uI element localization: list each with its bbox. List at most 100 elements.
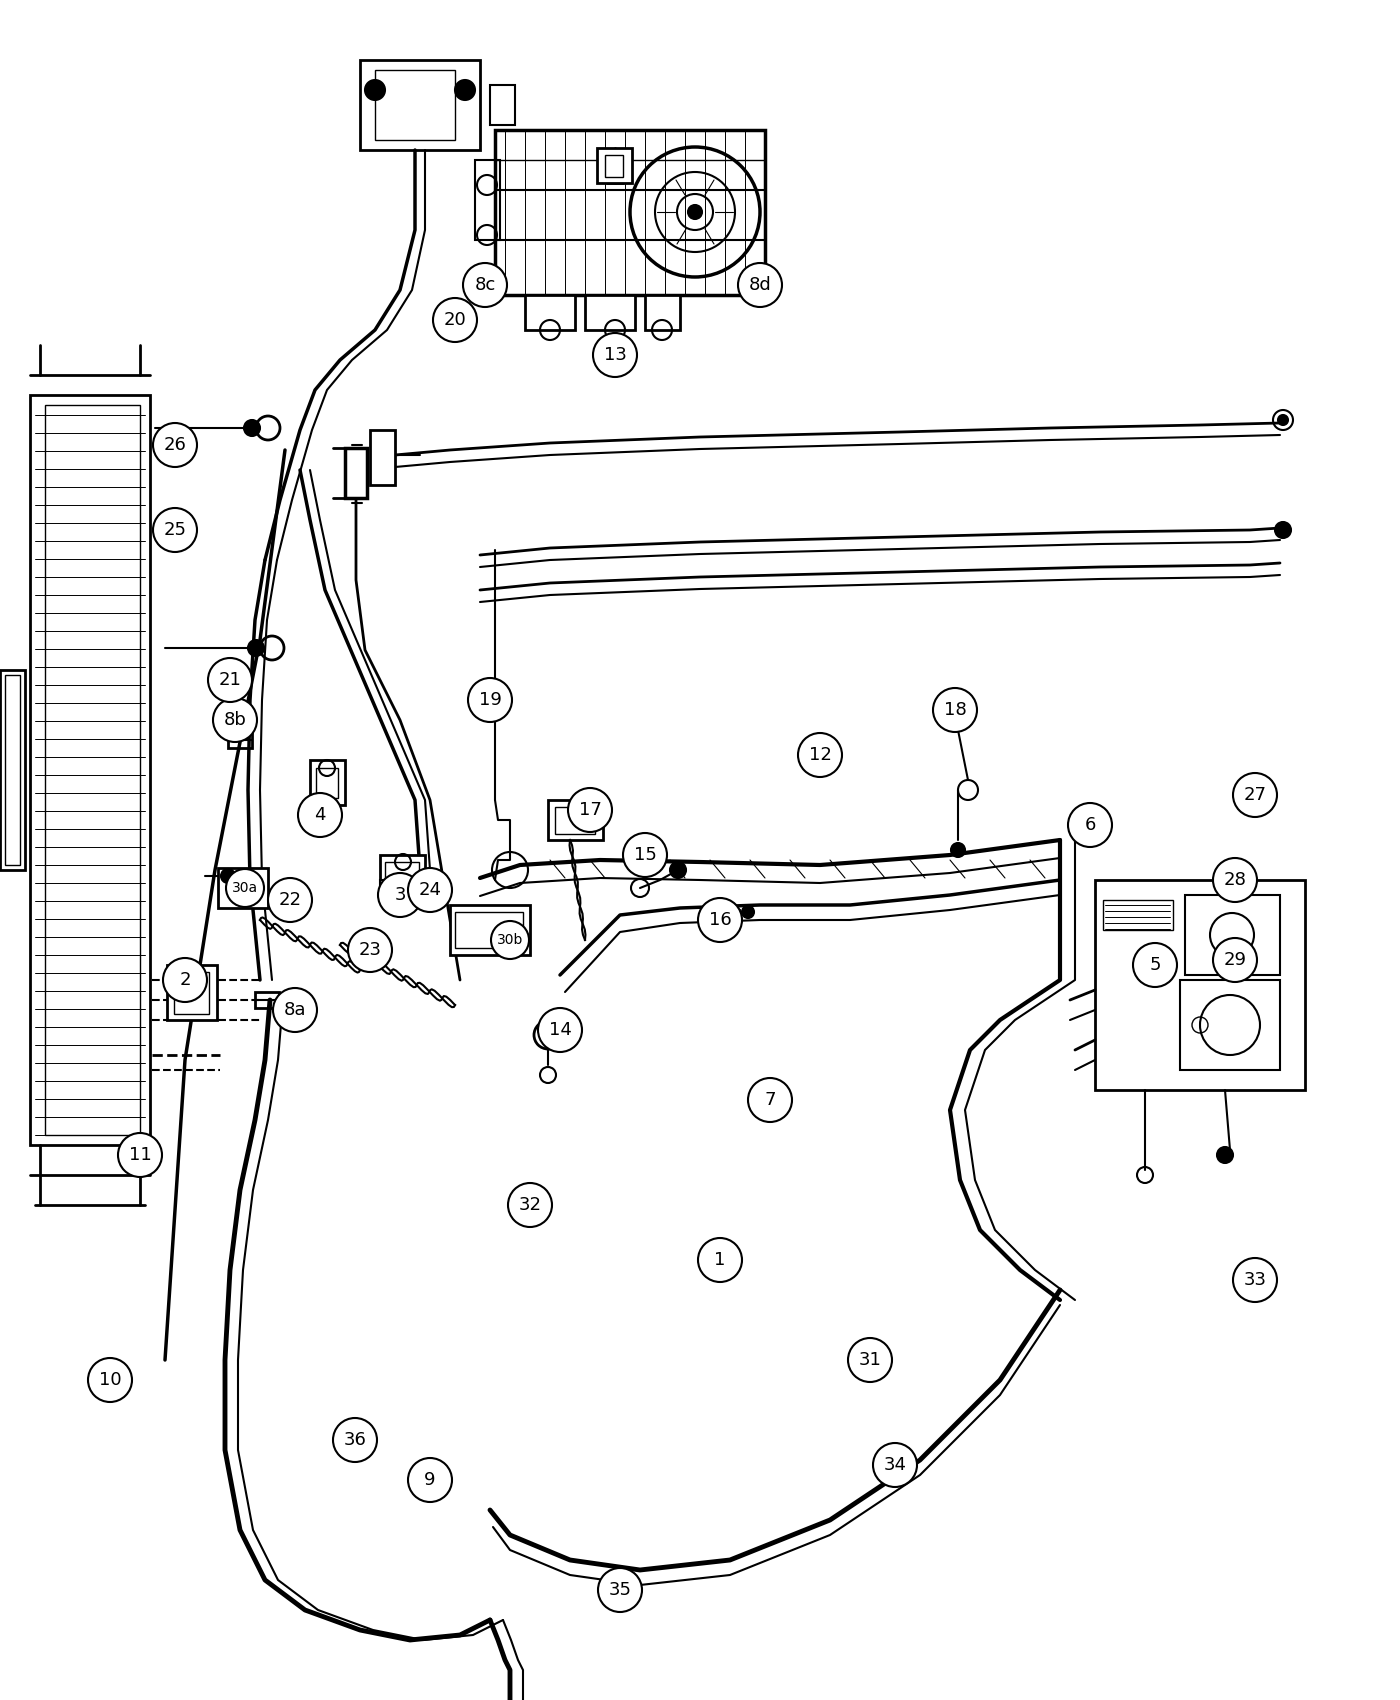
Text: 29: 29 xyxy=(1224,950,1246,969)
Circle shape xyxy=(118,1132,162,1176)
Text: 1: 1 xyxy=(714,1251,725,1268)
Circle shape xyxy=(1068,802,1112,847)
Bar xyxy=(255,993,279,1008)
Circle shape xyxy=(671,862,686,877)
Circle shape xyxy=(455,80,475,100)
Text: 15: 15 xyxy=(634,847,657,864)
Bar xyxy=(174,972,209,1013)
Text: 10: 10 xyxy=(98,1370,122,1389)
Circle shape xyxy=(687,206,701,219)
Text: 7: 7 xyxy=(764,1091,776,1108)
Circle shape xyxy=(244,420,260,435)
Bar xyxy=(370,430,395,484)
Circle shape xyxy=(273,988,316,1032)
Text: 19: 19 xyxy=(479,690,501,709)
Text: 8d: 8d xyxy=(749,275,771,294)
Text: 13: 13 xyxy=(603,347,626,364)
Text: 30b: 30b xyxy=(497,933,524,947)
Bar xyxy=(360,60,480,150)
Bar xyxy=(6,675,20,865)
Bar xyxy=(525,296,575,330)
Bar xyxy=(385,862,419,894)
Circle shape xyxy=(623,833,666,877)
Bar xyxy=(596,148,631,184)
Bar xyxy=(496,129,764,296)
Bar xyxy=(1095,881,1305,1090)
Bar xyxy=(605,155,623,177)
Text: 8c: 8c xyxy=(475,275,496,294)
Text: 18: 18 xyxy=(944,700,966,719)
Text: 23: 23 xyxy=(358,942,381,959)
Text: 24: 24 xyxy=(419,881,441,899)
Circle shape xyxy=(349,928,392,972)
Circle shape xyxy=(153,508,197,552)
Text: 14: 14 xyxy=(549,1022,571,1039)
Circle shape xyxy=(738,264,783,308)
Bar xyxy=(228,733,252,748)
Circle shape xyxy=(951,843,965,857)
Text: 16: 16 xyxy=(708,911,731,928)
Circle shape xyxy=(433,298,477,342)
Bar xyxy=(309,760,344,806)
Circle shape xyxy=(699,1238,742,1282)
Circle shape xyxy=(1212,858,1257,903)
Circle shape xyxy=(598,1567,643,1612)
Circle shape xyxy=(463,264,507,308)
Circle shape xyxy=(225,869,265,908)
Bar xyxy=(167,966,217,1020)
Circle shape xyxy=(1217,1148,1233,1163)
Circle shape xyxy=(378,874,421,916)
Text: 11: 11 xyxy=(129,1146,151,1165)
Bar xyxy=(379,881,395,898)
Bar xyxy=(0,670,25,870)
Text: 8a: 8a xyxy=(284,1001,307,1018)
Text: 2: 2 xyxy=(179,971,190,989)
Circle shape xyxy=(468,678,512,722)
Text: 6: 6 xyxy=(1085,816,1096,835)
Circle shape xyxy=(1212,938,1257,983)
Bar xyxy=(344,449,367,498)
Circle shape xyxy=(932,688,977,733)
Circle shape xyxy=(213,699,258,741)
Text: 28: 28 xyxy=(1224,870,1246,889)
Bar xyxy=(316,768,337,797)
Text: 26: 26 xyxy=(164,435,186,454)
Text: 27: 27 xyxy=(1243,785,1267,804)
Bar xyxy=(585,296,636,330)
Circle shape xyxy=(209,658,252,702)
Circle shape xyxy=(1233,774,1277,818)
Bar xyxy=(223,712,246,728)
Circle shape xyxy=(88,1358,132,1402)
Text: 33: 33 xyxy=(1243,1272,1267,1289)
Text: 8b: 8b xyxy=(224,711,246,729)
Circle shape xyxy=(538,1008,582,1052)
Text: 21: 21 xyxy=(218,672,241,688)
Circle shape xyxy=(407,1459,452,1503)
Bar xyxy=(547,801,603,840)
Bar xyxy=(475,160,500,240)
Circle shape xyxy=(742,906,755,918)
Circle shape xyxy=(267,877,312,921)
Circle shape xyxy=(748,1078,792,1122)
Bar xyxy=(645,296,680,330)
Text: 36: 36 xyxy=(343,1431,367,1448)
Text: 31: 31 xyxy=(858,1352,882,1368)
Text: 30a: 30a xyxy=(232,881,258,894)
Circle shape xyxy=(162,959,207,1001)
Bar xyxy=(379,855,426,899)
Circle shape xyxy=(699,898,742,942)
Text: 3: 3 xyxy=(395,886,406,904)
Text: 4: 4 xyxy=(314,806,326,824)
Bar xyxy=(375,70,455,139)
Circle shape xyxy=(1278,415,1288,425)
Text: 5: 5 xyxy=(1149,955,1161,974)
Circle shape xyxy=(491,921,529,959)
Text: 22: 22 xyxy=(279,891,301,910)
Bar xyxy=(29,394,150,1146)
Bar xyxy=(45,405,140,1136)
Circle shape xyxy=(798,733,841,777)
Circle shape xyxy=(508,1183,552,1227)
Text: 12: 12 xyxy=(809,746,832,763)
Bar xyxy=(1103,899,1173,930)
Circle shape xyxy=(1133,944,1177,988)
